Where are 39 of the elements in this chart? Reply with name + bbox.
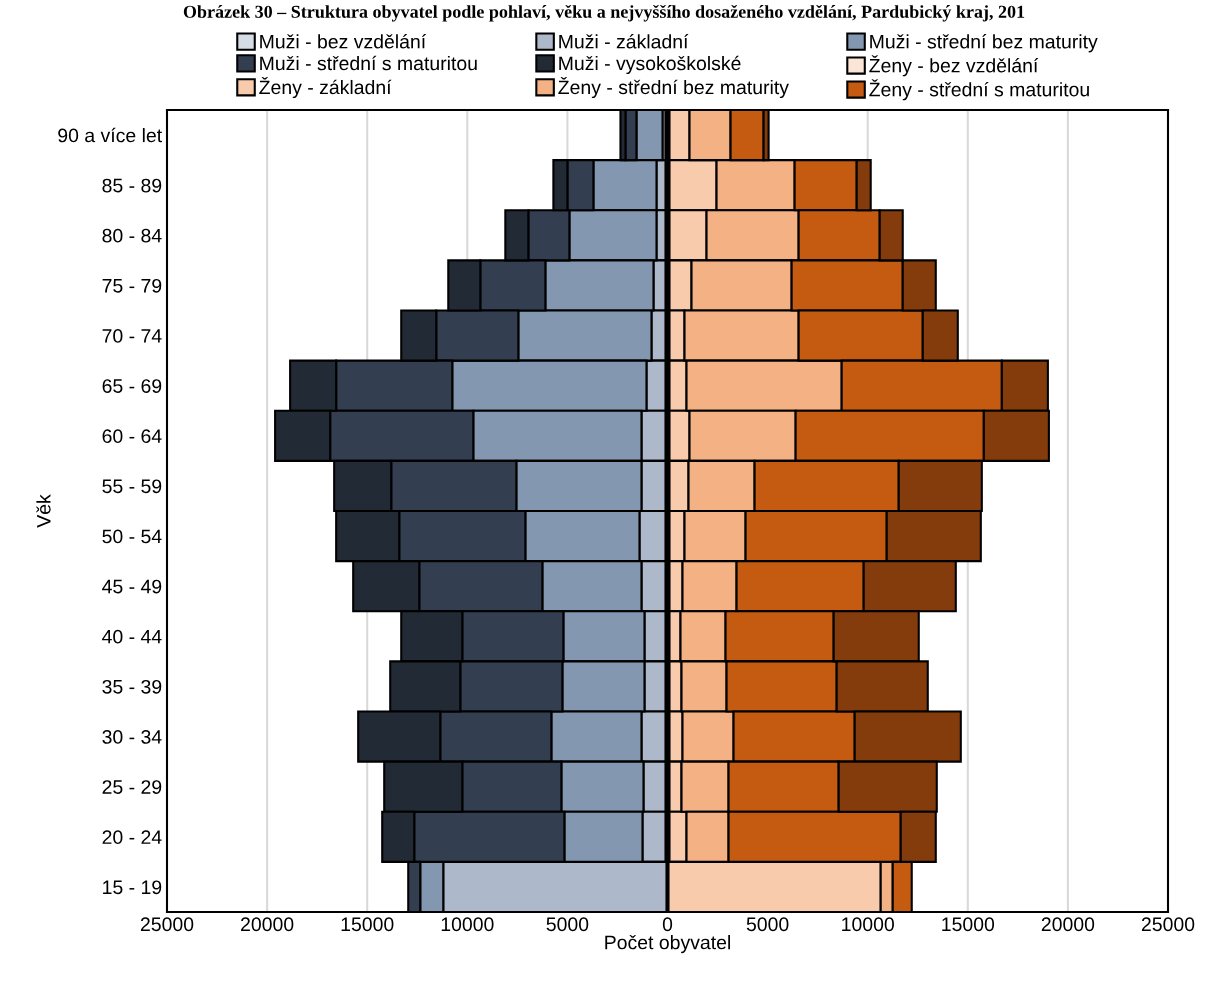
legend-label: Muži - střední bez maturity (870, 34, 1098, 53)
y-tick-label: 55 - 59 (102, 479, 162, 494)
legend-label: Ženy - základní (259, 77, 392, 99)
x-axis-title: Počet obyvatel (605, 934, 730, 954)
x-tick-label: 25000 (1141, 917, 1195, 932)
x-tick-label: 5000 (546, 917, 589, 932)
y-tick-label: 70 - 74 (102, 329, 162, 343)
chart-title: Obrázek 30 – Struktura obyvatel podle pohlaví, věku a nejvyššího dosaženého vzdělání, Pardubický kraj, 201 (183, 4, 1025, 22)
x-tick-label: 5000 (746, 917, 789, 932)
x-tick-label: 20000 (1041, 917, 1095, 932)
x-tick-label: 10000 (441, 917, 494, 932)
x-tick-label: 20000 (241, 917, 294, 932)
y-tick-label: 45 - 49 (102, 579, 162, 594)
y-tick-label: 15 - 19 (103, 880, 162, 895)
legend-label: Muži - bez vzdělání (260, 34, 427, 49)
y-tick-label: 60 - 64 (102, 429, 162, 444)
x-tick-label: 25000 (140, 917, 194, 932)
x-tick-label: 0 (662, 917, 673, 932)
x-tick-label: 15000 (341, 917, 394, 932)
legend-label: Ženy - střední s maturitou (869, 79, 1089, 101)
x-tick-label: 15000 (942, 917, 995, 932)
x-tick-label: 10000 (842, 917, 894, 932)
y-axis-title: Věk (36, 494, 51, 528)
y-tick-label: 80 - 84 (102, 228, 162, 243)
legend-label: Ženy - střední bez maturity (558, 77, 789, 99)
y-tick-label: 35 - 39 (102, 679, 162, 694)
legend-label: Muži - střední s maturitou (260, 55, 477, 71)
y-tick-label: 20 - 24 (102, 830, 162, 845)
y-tick-label: 90 a více let (58, 127, 162, 143)
y-tick-label: 40 - 44 (102, 629, 162, 644)
y-tick-label: 85 - 89 (102, 178, 162, 193)
legend-label: Muži - vysokoškolské (559, 55, 741, 75)
y-tick-label: 50 - 54 (102, 529, 162, 544)
legend-label: Ženy - bez vzdělání (869, 55, 1039, 77)
y-tick-label: 30 - 34 (102, 730, 162, 744)
legend-label: Muži - základní (559, 34, 689, 49)
y-tick-label: 75 - 79 (102, 278, 162, 293)
y-tick-label: 25 - 29 (102, 780, 162, 794)
y-tick-label: 65 - 69 (102, 379, 162, 393)
